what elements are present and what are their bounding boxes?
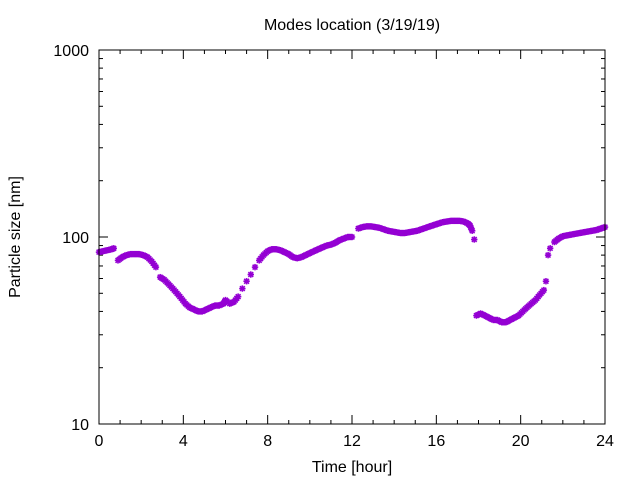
data-point <box>542 278 550 285</box>
x-tick-label: 4 <box>179 433 188 450</box>
data-point <box>247 271 254 278</box>
data-point <box>544 251 552 259</box>
chart-title: Modes location (3/19/19) <box>264 17 440 34</box>
data-point <box>243 278 250 285</box>
x-tick-label: 8 <box>263 433 272 450</box>
y-tick-label: 1000 <box>53 43 89 60</box>
data-point <box>471 236 478 243</box>
x-tick-label: 24 <box>596 433 614 450</box>
data-point <box>540 286 548 294</box>
y-tick-label: 100 <box>62 230 89 247</box>
data-point <box>234 293 242 300</box>
plot-frame <box>98 49 606 425</box>
y-tick-label: 10 <box>71 417 89 434</box>
data-point <box>546 245 554 252</box>
tick-labels: 0 4 8 12 16 20 24 10 100 1000 <box>53 43 614 450</box>
data-point <box>152 263 160 271</box>
y-axis-label: Particle size [nm] <box>7 176 24 298</box>
data-point <box>251 263 259 271</box>
data-point <box>110 245 117 252</box>
data-point <box>239 285 246 292</box>
data-point <box>348 233 356 241</box>
x-tick-label: 16 <box>427 433 445 450</box>
x-tick-label: 0 <box>95 433 104 450</box>
x-tick-label: 20 <box>512 433 530 450</box>
x-axis-label: Time [hour] <box>312 459 392 476</box>
data-point <box>468 227 476 234</box>
data-points <box>95 217 609 326</box>
x-tick-label: 12 <box>343 433 361 450</box>
